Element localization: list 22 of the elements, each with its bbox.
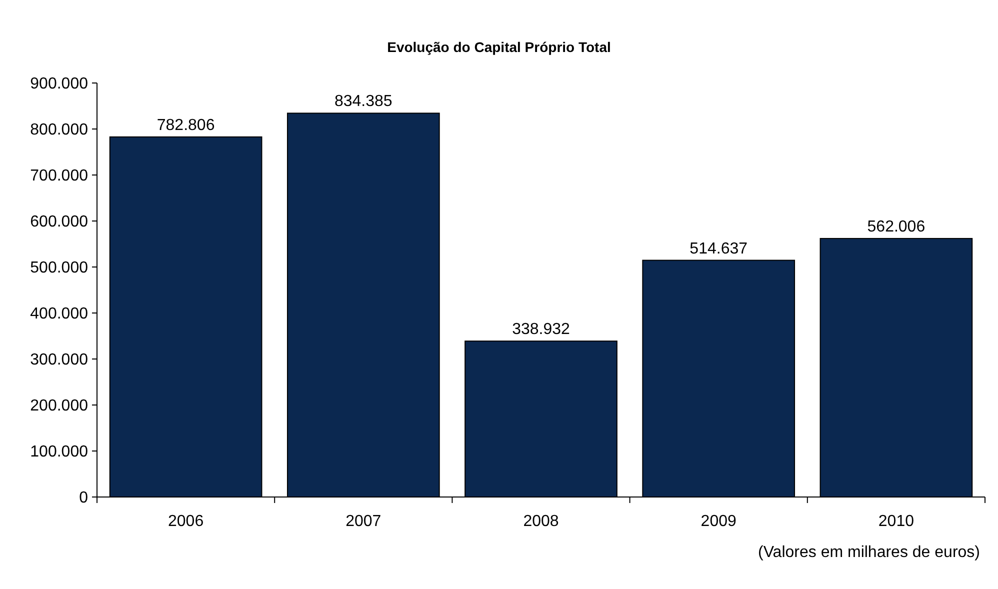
y-tick-label: 100.000 xyxy=(30,444,88,461)
y-tick-label: 900.000 xyxy=(30,76,88,93)
data-label: 782.806 xyxy=(156,116,215,134)
y-tick-label: 800.000 xyxy=(30,122,88,139)
y-tick-label: 600.000 xyxy=(30,214,88,231)
y-tick-label: 300.000 xyxy=(30,352,88,369)
y-tick-label: 700.000 xyxy=(30,168,88,185)
x-tick-label: 2006 xyxy=(168,513,204,530)
x-tick-label: 2007 xyxy=(346,513,382,530)
y-tick-label: 500.000 xyxy=(30,260,88,277)
data-label: 338.932 xyxy=(512,321,570,338)
y-tick-label: 0 xyxy=(79,490,88,507)
x-tick-label: 2010 xyxy=(878,513,914,530)
y-tick-label: 200.000 xyxy=(30,398,88,415)
data-label: 834.385 xyxy=(334,93,392,110)
data-label: 514.637 xyxy=(690,240,748,258)
data-label: 562.006 xyxy=(867,218,926,236)
x-tick-label: 2009 xyxy=(700,513,736,530)
y-tick-label: 400.000 xyxy=(30,306,88,323)
chart-title: Evolução do Capital Próprio Total xyxy=(387,39,611,55)
x-tick-label: 2008 xyxy=(523,513,559,530)
text: (Valores em milhares de euros) xyxy=(758,544,980,561)
